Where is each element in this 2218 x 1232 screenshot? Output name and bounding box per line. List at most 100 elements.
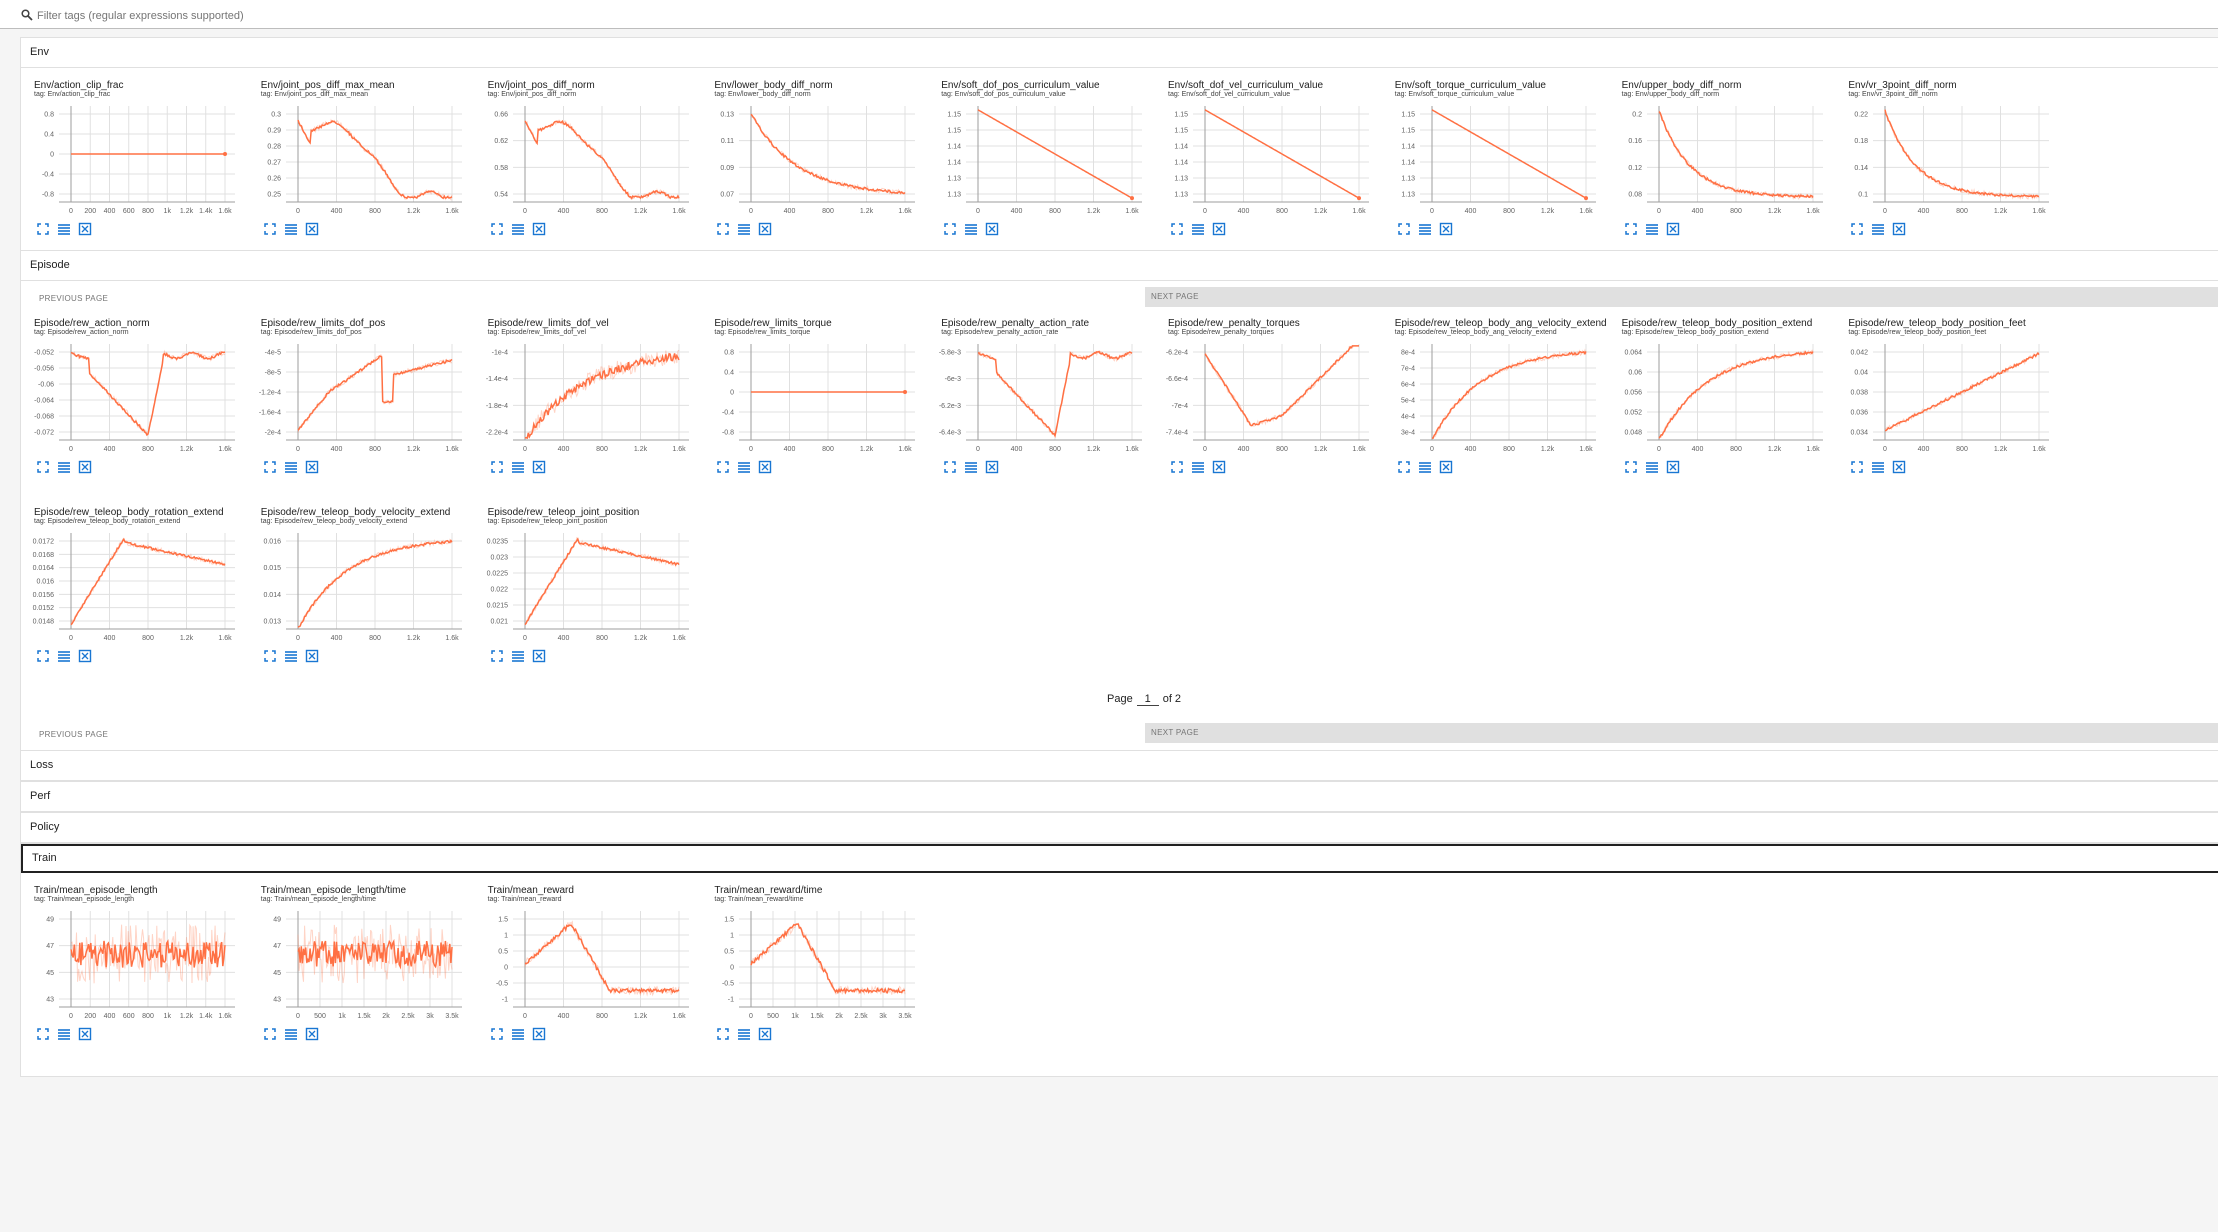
fit-domain-icon[interactable]	[78, 1027, 92, 1041]
fullscreen-icon[interactable]	[1397, 222, 1411, 236]
chart-plot[interactable]: 8e-4 7e-4 6e-4 5e-4 4e-4 3e-4 0 400 800 1.2k 1.6k	[1382, 338, 1604, 458]
previous-page-button[interactable]: PREVIOUS PAGE	[39, 730, 109, 739]
fit-domain-icon[interactable]	[758, 1027, 772, 1041]
toggle-log-scale-icon[interactable]	[964, 460, 978, 474]
fullscreen-icon[interactable]	[263, 222, 277, 236]
chart-plot[interactable]: 0.8 0.4 0 -0.4 -0.8 0 200 400 600 800 1k 1.2k 1.4k 1.…	[21, 100, 243, 220]
fit-domain-icon[interactable]	[985, 222, 999, 236]
previous-page-button[interactable]: PREVIOUS PAGE	[39, 294, 109, 303]
fit-domain-icon[interactable]	[1212, 460, 1226, 474]
chart-plot[interactable]: 0.064 0.06 0.056 0.052 0.048 0 400 800 1.2k 1.6k	[1609, 338, 1831, 458]
fit-domain-icon[interactable]	[305, 1027, 319, 1041]
chart-plot[interactable]: 49 47 45 43 0 200 400 600 800 1k 1.2k 1.4k 1.6k	[21, 905, 243, 1025]
toggle-log-scale-icon[interactable]	[1645, 222, 1659, 236]
fit-domain-icon[interactable]	[305, 222, 319, 236]
fit-domain-icon[interactable]	[305, 460, 319, 474]
section-header-loss[interactable]: Loss	[21, 751, 2218, 781]
chart-plot[interactable]: -5.8e-3 -6e-3 -6.2e-3 -6.4e-3 0 400 800 1.2k 1.6…	[928, 338, 1150, 458]
fit-domain-icon[interactable]	[985, 460, 999, 474]
chart-plot[interactable]: 0.0235 0.023 0.0225 0.022 0.0215 0.021 0 400 800…	[475, 527, 697, 647]
next-page-button[interactable]: NEXT PAGE	[1145, 723, 2218, 743]
fullscreen-icon[interactable]	[490, 1027, 504, 1041]
section-header-policy[interactable]: Policy	[21, 813, 2218, 843]
fullscreen-icon[interactable]	[263, 649, 277, 663]
chart-plot[interactable]: 0.66 0.62 0.58 0.54 0 400 800 1.2k 1.6k	[475, 100, 697, 220]
fullscreen-icon[interactable]	[1397, 460, 1411, 474]
fit-domain-icon[interactable]	[1439, 222, 1453, 236]
chart-plot[interactable]: 1.15 1.15 1.14 1.14 1.13 1.13 0 400 800 1.2k 1.6k	[928, 100, 1150, 220]
toggle-log-scale-icon[interactable]	[511, 1027, 525, 1041]
fullscreen-icon[interactable]	[1850, 222, 1864, 236]
section-header-episode[interactable]: Episode	[21, 251, 2218, 281]
fullscreen-icon[interactable]	[716, 460, 730, 474]
toggle-log-scale-icon[interactable]	[511, 222, 525, 236]
fullscreen-icon[interactable]	[1624, 222, 1638, 236]
chart-plot[interactable]: 0.0172 0.0168 0.0164 0.016 0.0156 0.0152 0.014…	[21, 527, 243, 647]
chart-plot[interactable]: 1.15 1.15 1.14 1.14 1.13 1.13 0 400 800 1.2k 1.6k	[1155, 100, 1377, 220]
chart-plot[interactable]: -6.2e-4 -6.6e-4 -7e-4 -7.4e-4 0 400 800 1.2k 1.6…	[1155, 338, 1377, 458]
fit-domain-icon[interactable]	[1892, 222, 1906, 236]
fullscreen-icon[interactable]	[36, 222, 50, 236]
chart-plot[interactable]: 0.042 0.04 0.038 0.036 0.034 0 400 800 1.2k 1.6k	[1835, 338, 2057, 458]
toggle-log-scale-icon[interactable]	[1645, 460, 1659, 474]
fullscreen-icon[interactable]	[36, 1027, 50, 1041]
toggle-log-scale-icon[interactable]	[57, 222, 71, 236]
fullscreen-icon[interactable]	[490, 460, 504, 474]
fit-domain-icon[interactable]	[532, 222, 546, 236]
toggle-log-scale-icon[interactable]	[57, 649, 71, 663]
fit-domain-icon[interactable]	[1892, 460, 1906, 474]
fullscreen-icon[interactable]	[263, 1027, 277, 1041]
chart-plot[interactable]: 0.22 0.18 0.14 0.1 0 400 800 1.2k 1.6k	[1835, 100, 2057, 220]
fit-domain-icon[interactable]	[758, 222, 772, 236]
fullscreen-icon[interactable]	[490, 222, 504, 236]
chart-plot[interactable]: -0.052 -0.056 -0.06 -0.064 -0.068 -0.072 0 400 8…	[21, 338, 243, 458]
chart-plot[interactable]: 0.2 0.16 0.12 0.08 0 400 800 1.2k 1.6k	[1609, 100, 1831, 220]
fullscreen-icon[interactable]	[1170, 460, 1184, 474]
chart-plot[interactable]: -1e-4 -1.4e-4 -1.8e-4 -2.2e-4 0 400 800 1.2k 1.6…	[475, 338, 697, 458]
fullscreen-icon[interactable]	[1170, 222, 1184, 236]
toggle-log-scale-icon[interactable]	[737, 222, 751, 236]
toggle-log-scale-icon[interactable]	[964, 222, 978, 236]
toggle-log-scale-icon[interactable]	[284, 1027, 298, 1041]
toggle-log-scale-icon[interactable]	[1191, 460, 1205, 474]
fullscreen-icon[interactable]	[943, 222, 957, 236]
toggle-log-scale-icon[interactable]	[284, 649, 298, 663]
fit-domain-icon[interactable]	[1439, 460, 1453, 474]
fullscreen-icon[interactable]	[490, 649, 504, 663]
fullscreen-icon[interactable]	[263, 460, 277, 474]
fullscreen-icon[interactable]	[1850, 460, 1864, 474]
chart-plot[interactable]: 1.5 1 0.5 0 -0.5 -1 0 400 800 1.2k 1.6k	[475, 905, 697, 1025]
chart-plot[interactable]: 0.8 0.4 0 -0.4 -0.8 0 400 800 1.2k 1.6k	[701, 338, 923, 458]
toggle-log-scale-icon[interactable]	[1418, 460, 1432, 474]
toggle-log-scale-icon[interactable]	[1418, 222, 1432, 236]
section-header-env[interactable]: Env	[21, 38, 2218, 68]
toggle-log-scale-icon[interactable]	[511, 649, 525, 663]
fullscreen-icon[interactable]	[716, 222, 730, 236]
toggle-log-scale-icon[interactable]	[511, 460, 525, 474]
fit-domain-icon[interactable]	[532, 460, 546, 474]
chart-plot[interactable]: 0.13 0.11 0.09 0.07 0 400 800 1.2k 1.6k	[701, 100, 923, 220]
fit-domain-icon[interactable]	[1666, 222, 1680, 236]
fullscreen-icon[interactable]	[36, 649, 50, 663]
chart-plot[interactable]: 0.3 0.29 0.28 0.27 0.26 0.25 0 400 800 1.2k 1.6k	[248, 100, 470, 220]
fit-domain-icon[interactable]	[532, 649, 546, 663]
fullscreen-icon[interactable]	[716, 1027, 730, 1041]
chart-plot[interactable]: 0.016 0.015 0.014 0.013 0 400 800 1.2k 1.6k	[248, 527, 470, 647]
toggle-log-scale-icon[interactable]	[737, 1027, 751, 1041]
chart-plot[interactable]: 1.5 1 0.5 0 -0.5 -1 0 500 1k 1.5k 2k 2.5k 3k 3.5k	[701, 905, 923, 1025]
fit-domain-icon[interactable]	[532, 1027, 546, 1041]
fit-domain-icon[interactable]	[305, 649, 319, 663]
fit-domain-icon[interactable]	[78, 649, 92, 663]
section-header-train[interactable]: Train	[21, 844, 2218, 873]
chart-plot[interactable]: 1.15 1.15 1.14 1.14 1.13 1.13 0 400 800 1.2k 1.6k	[1382, 100, 1604, 220]
chart-plot[interactable]: 49 47 45 43 0 500 1k 1.5k 2k 2.5k 3k 3.5k	[248, 905, 470, 1025]
fullscreen-icon[interactable]	[36, 460, 50, 474]
toggle-log-scale-icon[interactable]	[284, 222, 298, 236]
fullscreen-icon[interactable]	[943, 460, 957, 474]
page-number-input[interactable]: 1	[1136, 693, 1159, 706]
chart-plot[interactable]: -4e-5 -8e-5 -1.2e-4 -1.6e-4 -2e-4 0 400 800 1.2k…	[248, 338, 470, 458]
fit-domain-icon[interactable]	[78, 460, 92, 474]
next-page-button[interactable]: NEXT PAGE	[1145, 287, 2218, 307]
toggle-log-scale-icon[interactable]	[57, 460, 71, 474]
fullscreen-icon[interactable]	[1624, 460, 1638, 474]
